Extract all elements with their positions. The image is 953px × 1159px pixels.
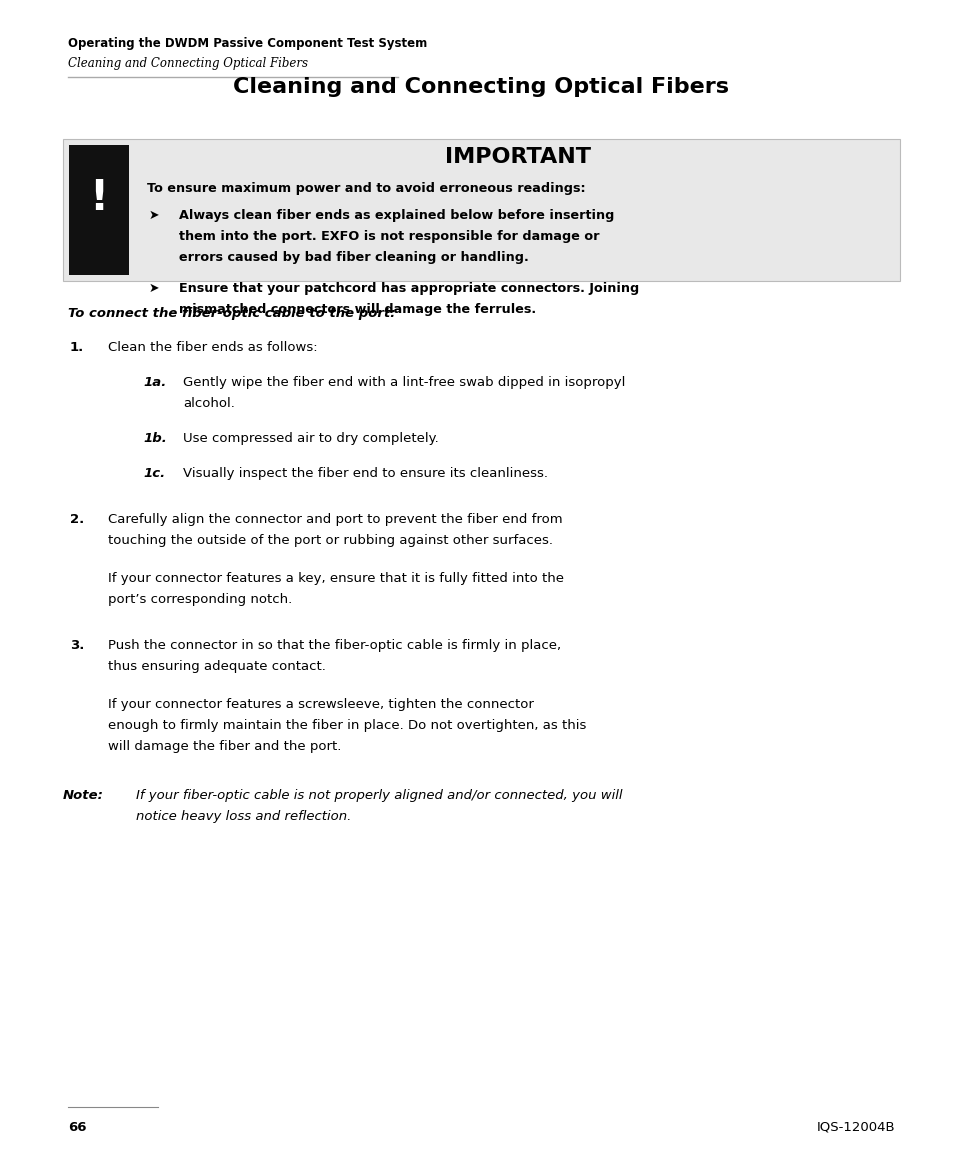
Text: alcohol.: alcohol. [183, 398, 234, 410]
Text: Visually inspect the fiber end to ensure its cleanliness.: Visually inspect the fiber end to ensure… [183, 467, 547, 480]
Text: 3.: 3. [70, 639, 84, 653]
Text: ➤: ➤ [149, 209, 159, 223]
Text: Operating the DWDM Passive Component Test System: Operating the DWDM Passive Component Tes… [68, 37, 427, 50]
Text: If your connector features a key, ensure that it is fully fitted into the: If your connector features a key, ensure… [108, 573, 563, 585]
Text: Gently wipe the fiber end with a lint-free swab dipped in isopropyl: Gently wipe the fiber end with a lint-fr… [183, 376, 625, 389]
Text: will damage the fiber and the port.: will damage the fiber and the port. [108, 739, 341, 753]
Text: Always clean fiber ends as explained below before inserting: Always clean fiber ends as explained bel… [179, 209, 614, 223]
Text: errors caused by bad fiber cleaning or handling.: errors caused by bad fiber cleaning or h… [179, 252, 528, 264]
Text: mismatched connectors will damage the ferrules.: mismatched connectors will damage the fe… [179, 302, 536, 316]
Text: Note:: Note: [63, 789, 104, 802]
Text: them into the port. EXFO is not responsible for damage or: them into the port. EXFO is not responsi… [179, 229, 598, 243]
Text: 1c.: 1c. [143, 467, 165, 480]
Text: 66: 66 [68, 1121, 87, 1134]
Text: enough to firmly maintain the fiber in place. Do not overtighten, as this: enough to firmly maintain the fiber in p… [108, 719, 586, 732]
Text: To ensure maximum power and to avoid erroneous readings:: To ensure maximum power and to avoid err… [147, 182, 585, 195]
Text: Carefully align the connector and port to prevent the fiber end from: Carefully align the connector and port t… [108, 513, 562, 526]
Text: 1b.: 1b. [143, 432, 167, 445]
FancyBboxPatch shape [63, 139, 899, 280]
Text: 1.: 1. [70, 341, 84, 353]
Text: Ensure that your patchcord has appropriate connectors. Joining: Ensure that your patchcord has appropria… [179, 282, 639, 296]
Text: If your fiber-optic cable is not properly aligned and/or connected, you will: If your fiber-optic cable is not properl… [136, 789, 622, 802]
Text: To connect the fiber-optic cable to the port:: To connect the fiber-optic cable to the … [68, 307, 395, 320]
Text: Clean the fiber ends as follows:: Clean the fiber ends as follows: [108, 341, 317, 353]
Text: Use compressed air to dry completely.: Use compressed air to dry completely. [183, 432, 438, 445]
Text: IQS-12004B: IQS-12004B [816, 1121, 894, 1134]
Text: notice heavy loss and reflection.: notice heavy loss and reflection. [136, 810, 351, 823]
Text: Cleaning and Connecting Optical Fibers: Cleaning and Connecting Optical Fibers [68, 57, 308, 70]
Text: thus ensuring adequate contact.: thus ensuring adequate contact. [108, 659, 326, 673]
Text: port’s corresponding notch.: port’s corresponding notch. [108, 593, 292, 606]
Text: ➤: ➤ [149, 282, 159, 296]
Text: IMPORTANT: IMPORTANT [444, 147, 590, 167]
Text: 2.: 2. [70, 513, 84, 526]
FancyBboxPatch shape [69, 145, 129, 275]
Text: !: ! [90, 177, 109, 219]
Text: If your connector features a screwsleeve, tighten the connector: If your connector features a screwsleeve… [108, 698, 534, 710]
Text: touching the outside of the port or rubbing against other surfaces.: touching the outside of the port or rubb… [108, 534, 553, 547]
Text: Cleaning and Connecting Optical Fibers: Cleaning and Connecting Optical Fibers [233, 76, 729, 97]
Text: Push the connector in so that the fiber-optic cable is firmly in place,: Push the connector in so that the fiber-… [108, 639, 560, 653]
Text: 1a.: 1a. [143, 376, 166, 389]
